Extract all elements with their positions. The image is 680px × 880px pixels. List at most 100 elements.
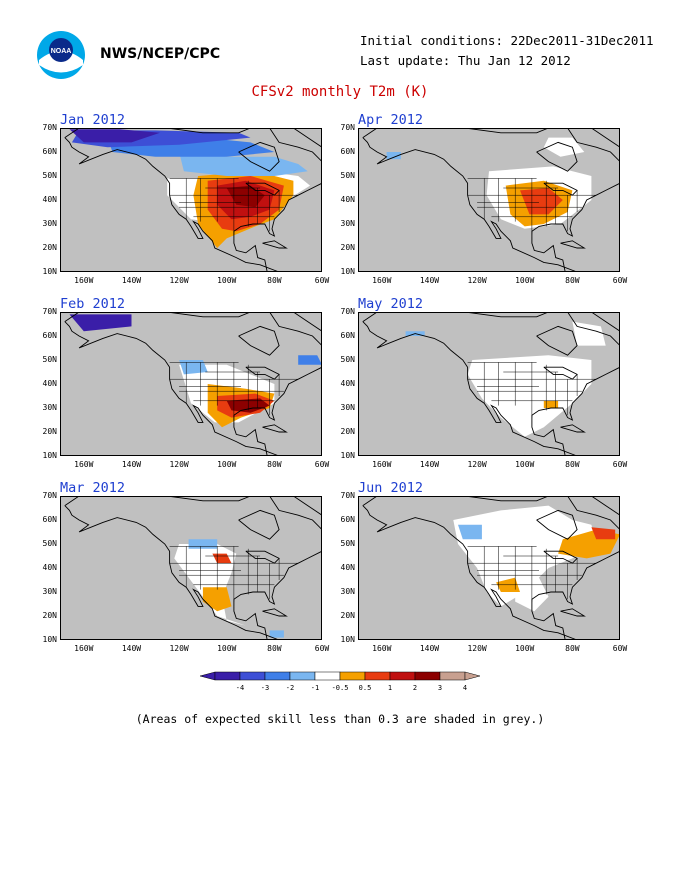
anomaly-map: [358, 128, 620, 272]
colorbar-segment: [389, 671, 416, 681]
coastline: [362, 312, 620, 456]
lon-label: 80W: [565, 644, 580, 653]
lon-label: 140W: [419, 460, 440, 469]
lat-label: 60N: [340, 515, 355, 524]
lat-label: 40N: [340, 563, 355, 572]
lon-label: 140W: [121, 644, 142, 653]
lat-label: 50N: [340, 539, 355, 548]
lat-label: 50N: [42, 539, 57, 548]
map-frame: [60, 496, 322, 640]
lon-label: 140W: [121, 276, 142, 285]
lon-label: 120W: [467, 644, 487, 653]
coastline: [591, 128, 620, 148]
lat-label: 10N: [42, 267, 57, 276]
map-frame: [60, 128, 322, 272]
colorbar-segment: [339, 671, 366, 681]
lon-label: 100W: [515, 460, 535, 469]
panel-title: Jun 2012: [358, 480, 424, 496]
lon-label: 60W: [314, 276, 330, 285]
coastline: [362, 128, 620, 272]
colorbar-label: 1: [388, 684, 392, 692]
lon-label: 160W: [74, 460, 94, 469]
lat-label: 50N: [340, 355, 355, 364]
coastline: [293, 128, 322, 148]
map-frame: [358, 496, 620, 640]
colorbar-segment: [214, 671, 241, 681]
anomaly-map: [60, 128, 322, 272]
lat-label: 40N: [340, 195, 355, 204]
lat-label: 10N: [42, 451, 57, 460]
lat-label: 50N: [340, 171, 355, 180]
lat-label: 30N: [42, 587, 57, 596]
lon-label: 120W: [169, 276, 189, 285]
coastline: [560, 424, 586, 433]
lat-label: 30N: [42, 219, 57, 228]
lat-label: 70N: [42, 491, 57, 500]
initial-conditions: Initial conditions: 22Dec2011-31Dec2011: [360, 33, 654, 48]
lat-label: 60N: [42, 515, 57, 524]
colorbar-segment: [414, 671, 441, 681]
anomaly-region: [543, 400, 559, 408]
anomaly-region: [69, 129, 160, 143]
coastline: [262, 424, 288, 433]
lat-label: 10N: [340, 451, 355, 460]
colorbar-label: -1: [311, 684, 319, 692]
anomaly-region: [226, 185, 265, 208]
lon-label: 120W: [467, 460, 487, 469]
lon-label: 120W: [169, 644, 189, 653]
lon-label: 140W: [121, 460, 142, 469]
colorbar-segment: [289, 671, 316, 681]
colorbar-arrow-right: [464, 671, 480, 681]
panel-title: Mar 2012: [60, 480, 126, 496]
lon-label: 100W: [515, 644, 535, 653]
lat-label: 20N: [340, 611, 355, 620]
lat-label: 30N: [340, 403, 355, 412]
lat-label: 70N: [42, 307, 57, 316]
anomaly-region: [386, 152, 401, 160]
anomaly-region: [298, 355, 322, 365]
lat-label: 60N: [340, 147, 355, 156]
lon-label: 100W: [217, 644, 237, 653]
lat-label: 70N: [42, 123, 57, 132]
coastline: [238, 141, 280, 172]
coastline: [262, 240, 288, 249]
anomaly-map: [60, 496, 322, 640]
lon-label: 120W: [467, 276, 487, 285]
colorbar-label: -3: [261, 684, 269, 692]
lat-label: 60N: [340, 331, 355, 340]
lat-label: 20N: [340, 427, 355, 436]
colorbar-segment: [239, 671, 266, 681]
coastline: [293, 496, 322, 516]
lon-label: 60W: [612, 276, 628, 285]
lat-label: 70N: [340, 307, 355, 316]
anomaly-map: [358, 496, 620, 640]
colorbar-label: 3: [438, 684, 442, 692]
lon-label: 140W: [419, 276, 440, 285]
anomaly-region: [188, 539, 218, 549]
lat-label: 70N: [340, 491, 355, 500]
colorbar-label: 2: [413, 684, 417, 692]
lon-label: 140W: [419, 644, 440, 653]
coastline: [560, 608, 586, 617]
lat-label: 20N: [42, 243, 57, 252]
lat-label: 30N: [340, 587, 355, 596]
lat-label: 10N: [340, 635, 355, 644]
lon-label: 160W: [372, 644, 392, 653]
coastline: [64, 496, 322, 640]
anomaly-region: [520, 188, 563, 215]
anomaly-map: [60, 312, 322, 456]
colorbar-segment: [264, 671, 291, 681]
lon-label: 60W: [314, 644, 330, 653]
coastline: [536, 325, 578, 356]
coastline: [536, 509, 578, 540]
lat-label: 50N: [42, 355, 57, 364]
anomaly-region: [458, 524, 482, 540]
lon-label: 80W: [267, 644, 282, 653]
lon-label: 100W: [217, 276, 237, 285]
colorbar-label: -2: [286, 684, 294, 692]
lat-label: 40N: [42, 195, 57, 204]
map-frame: [60, 312, 322, 456]
coastline: [238, 509, 280, 540]
coastline: [238, 325, 280, 356]
coastline: [560, 240, 586, 249]
